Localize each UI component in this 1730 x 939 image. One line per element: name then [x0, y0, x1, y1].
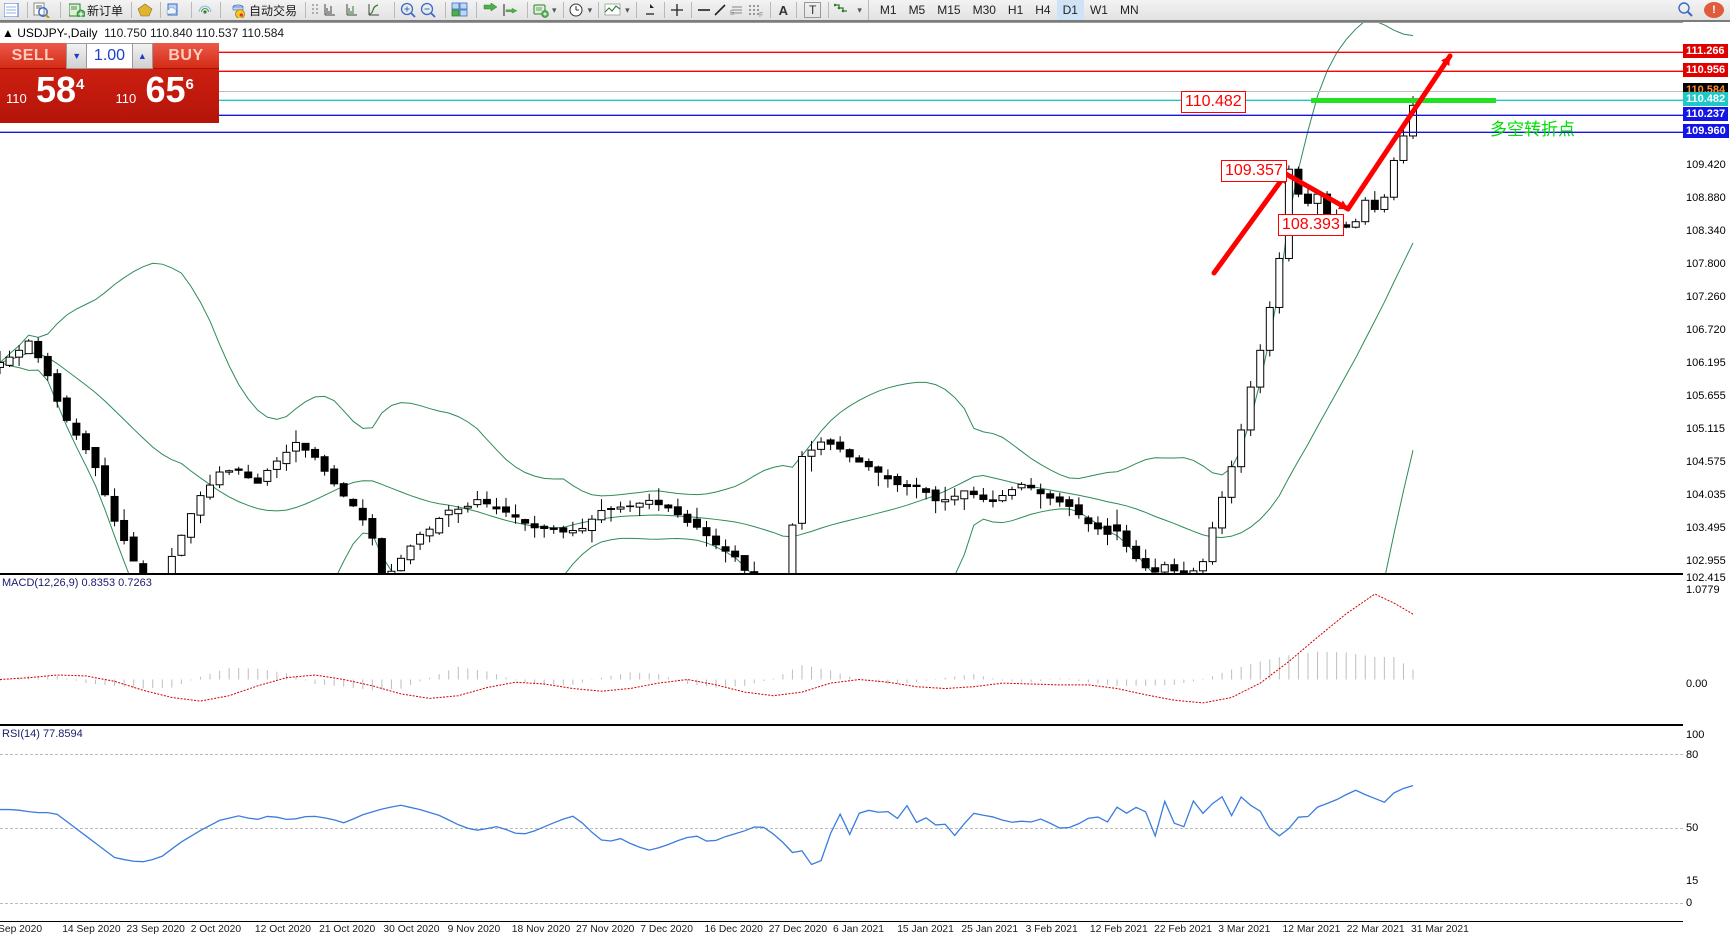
- svg-text:F: F: [759, 12, 763, 18]
- svg-text:E: E: [730, 10, 735, 17]
